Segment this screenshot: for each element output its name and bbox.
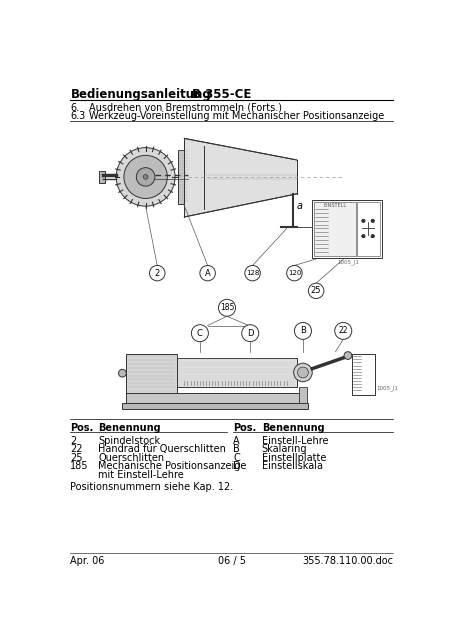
Circle shape: [361, 220, 364, 222]
Text: 6.3: 6.3: [70, 111, 86, 121]
Circle shape: [361, 235, 364, 237]
Circle shape: [370, 235, 373, 237]
Circle shape: [199, 266, 215, 281]
FancyBboxPatch shape: [126, 392, 304, 403]
Circle shape: [361, 235, 364, 237]
Text: D: D: [233, 461, 240, 471]
FancyBboxPatch shape: [122, 403, 308, 410]
Circle shape: [143, 175, 147, 179]
FancyBboxPatch shape: [299, 387, 306, 403]
Text: C: C: [197, 329, 202, 338]
Circle shape: [136, 168, 155, 186]
Circle shape: [343, 352, 351, 360]
Text: B 355-CE: B 355-CE: [192, 88, 251, 101]
Text: 185: 185: [219, 303, 234, 312]
Circle shape: [124, 156, 167, 198]
Text: Ausdrehen von Bremstrommeln (Forts.): Ausdrehen von Bremstrommeln (Forts.): [89, 103, 281, 113]
Circle shape: [370, 220, 373, 222]
Text: Positionsnummern siehe Kap. 12.: Positionsnummern siehe Kap. 12.: [70, 482, 233, 492]
Text: 06 / 5: 06 / 5: [217, 556, 245, 566]
FancyBboxPatch shape: [126, 354, 176, 392]
Text: 22: 22: [338, 326, 347, 335]
Text: Apr. 06: Apr. 06: [70, 556, 105, 566]
Circle shape: [294, 323, 311, 339]
Text: 120: 120: [287, 270, 300, 276]
Text: Handrad für Querschlitten: Handrad für Querschlitten: [98, 444, 226, 454]
Circle shape: [244, 266, 260, 281]
Text: 22: 22: [70, 444, 83, 454]
Text: B: B: [299, 326, 305, 335]
Text: 25: 25: [70, 452, 83, 463]
Text: 1005_J1: 1005_J1: [376, 385, 398, 391]
Text: 2: 2: [70, 436, 77, 445]
Text: A: A: [204, 269, 210, 278]
Text: EINSTELL: EINSTELL: [322, 203, 345, 208]
Text: Einstellplatte: Einstellplatte: [261, 452, 326, 463]
Text: Spindelstock: Spindelstock: [98, 436, 160, 445]
Text: 185: 185: [70, 461, 89, 471]
Text: B: B: [233, 444, 239, 454]
Text: A: A: [233, 436, 239, 445]
Circle shape: [118, 369, 126, 377]
Text: Querschlitten: Querschlitten: [98, 452, 164, 463]
Circle shape: [191, 324, 208, 342]
Text: mit Einstell-Lehre: mit Einstell-Lehre: [98, 470, 184, 479]
Text: 355.78.110.00.doc: 355.78.110.00.doc: [301, 556, 392, 566]
FancyBboxPatch shape: [178, 150, 189, 204]
Circle shape: [370, 220, 373, 222]
Text: 128: 128: [245, 270, 259, 276]
Text: 25: 25: [310, 286, 321, 296]
FancyBboxPatch shape: [99, 171, 105, 183]
FancyBboxPatch shape: [351, 354, 374, 395]
Circle shape: [297, 367, 308, 378]
Circle shape: [241, 324, 258, 342]
Text: 2: 2: [154, 269, 160, 278]
Text: 1005_J1: 1005_J1: [336, 259, 358, 265]
Circle shape: [293, 364, 312, 381]
Text: C: C: [233, 452, 239, 463]
FancyBboxPatch shape: [312, 200, 381, 258]
Text: Bedienungsanleitung: Bedienungsanleitung: [70, 88, 211, 101]
Text: a: a: [296, 201, 302, 211]
Text: Skalaring: Skalaring: [261, 444, 307, 454]
Circle shape: [218, 300, 235, 316]
FancyBboxPatch shape: [313, 202, 356, 256]
FancyBboxPatch shape: [176, 358, 296, 387]
Circle shape: [334, 323, 351, 339]
Circle shape: [308, 283, 323, 298]
Text: Pos.: Pos.: [70, 423, 93, 433]
Polygon shape: [184, 138, 296, 217]
FancyBboxPatch shape: [356, 202, 380, 256]
Circle shape: [116, 148, 175, 206]
Text: Werkzeug-Voreinstellung mit Mechanischer Positionsanzeige: Werkzeug-Voreinstellung mit Mechanischer…: [89, 111, 383, 121]
Circle shape: [361, 220, 364, 222]
Text: Pos.: Pos.: [233, 423, 256, 433]
Text: D: D: [246, 329, 253, 338]
Text: Benennung: Benennung: [98, 423, 161, 433]
Text: Benennung: Benennung: [261, 423, 324, 433]
Circle shape: [149, 266, 165, 281]
Text: Einstellskala: Einstellskala: [261, 461, 322, 471]
Text: Einstell-Lehre: Einstell-Lehre: [261, 436, 327, 445]
Circle shape: [286, 266, 302, 281]
Text: Mechanische Positionsanzeige: Mechanische Positionsanzeige: [98, 461, 246, 471]
Text: 6.: 6.: [70, 103, 79, 113]
Circle shape: [370, 235, 373, 237]
